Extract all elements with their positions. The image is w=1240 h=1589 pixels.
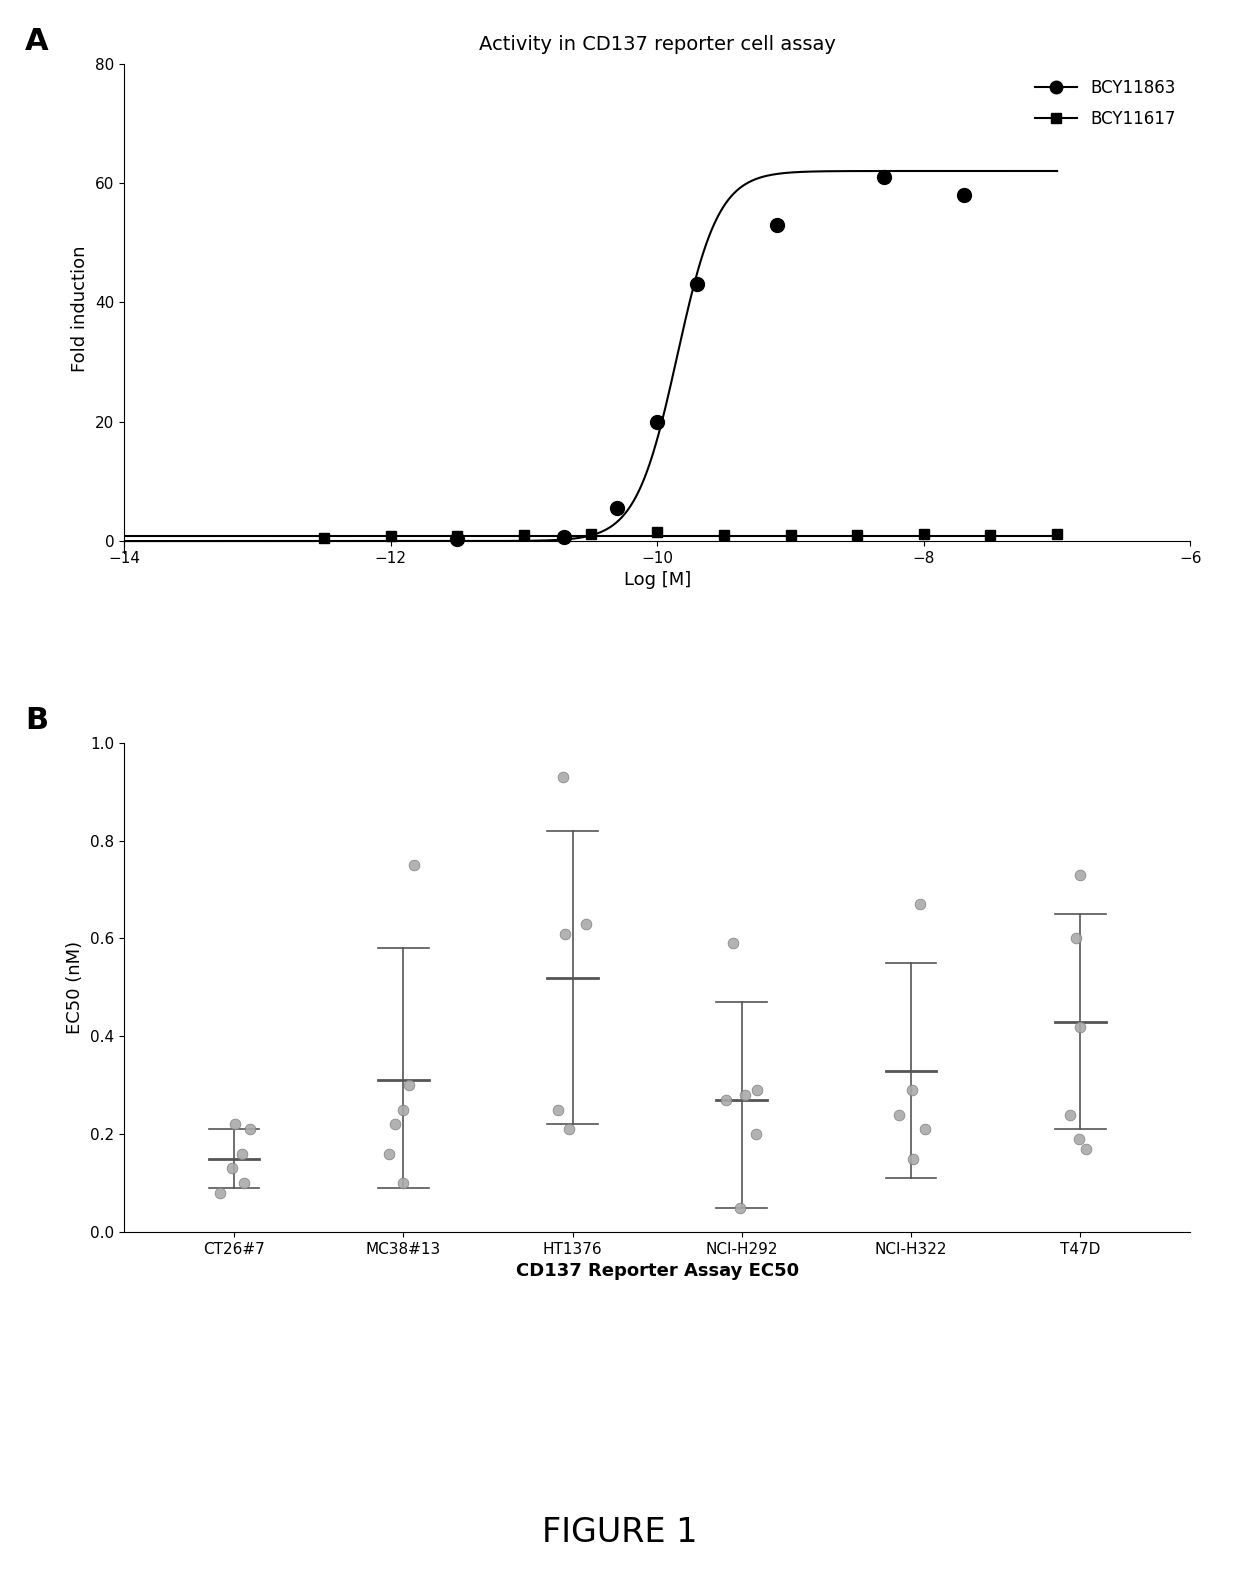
Point: [1069, 1127, 1089, 1152]
Point: [558, 1117, 578, 1142]
Point: [232, 1141, 252, 1166]
Point: [577, 910, 596, 936]
Point: [226, 1112, 246, 1138]
Point: [910, 891, 930, 917]
Text: B: B: [25, 706, 48, 734]
Point: [386, 1112, 405, 1138]
Point: [393, 1096, 413, 1122]
Point: [748, 1077, 768, 1103]
Y-axis label: Fold induction: Fold induction: [72, 245, 89, 372]
Point: [915, 1117, 935, 1142]
Point: [399, 1073, 419, 1098]
Y-axis label: EC50 (nM): EC50 (nM): [67, 941, 84, 1034]
Point: [1066, 926, 1086, 952]
Point: [233, 1171, 253, 1197]
Point: [735, 1082, 755, 1108]
Point: [1070, 1014, 1090, 1039]
X-axis label: CD137 Reporter Assay EC50: CD137 Reporter Assay EC50: [516, 1262, 799, 1281]
Point: [901, 1077, 921, 1103]
Text: FIGURE 1: FIGURE 1: [542, 1516, 698, 1549]
Point: [1070, 863, 1090, 888]
Point: [556, 922, 575, 947]
Point: [379, 1141, 399, 1166]
Point: [404, 852, 424, 877]
Point: [548, 1096, 568, 1122]
Legend: BCY11863, BCY11617: BCY11863, BCY11617: [1028, 72, 1182, 135]
Point: [210, 1181, 229, 1206]
Point: [903, 1146, 923, 1171]
X-axis label: Log [M]: Log [M]: [624, 572, 691, 590]
Title: Activity in CD137 reporter cell assay: Activity in CD137 reporter cell assay: [479, 35, 836, 54]
Point: [730, 1195, 750, 1220]
Point: [889, 1101, 909, 1127]
Point: [241, 1117, 260, 1142]
Point: [1076, 1136, 1096, 1162]
Point: [1060, 1101, 1080, 1127]
Point: [222, 1155, 242, 1181]
Point: [393, 1171, 413, 1197]
Point: [553, 764, 573, 790]
Point: [715, 1087, 735, 1112]
Text: A: A: [25, 27, 48, 56]
Point: [746, 1122, 766, 1147]
Point: [723, 931, 743, 957]
